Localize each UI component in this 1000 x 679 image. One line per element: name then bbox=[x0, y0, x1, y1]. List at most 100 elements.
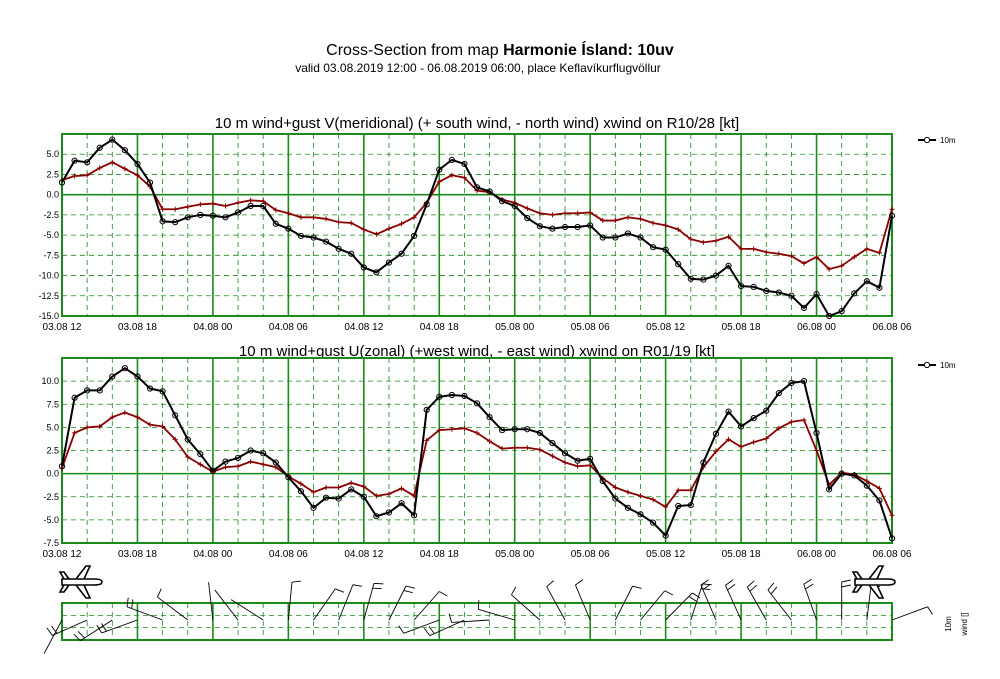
gust-data-point bbox=[524, 205, 530, 211]
figure-subtitle: valid 03.08.2019 12:00 - 06.08.2019 06:0… bbox=[295, 61, 661, 75]
panel-title: 10 m wind+gust U(zonal) (+west wind, - e… bbox=[239, 343, 715, 360]
x-tick-label: 05.08 18 bbox=[722, 322, 761, 333]
wind-barb-feather bbox=[398, 625, 405, 634]
wind-barb-feather bbox=[477, 600, 480, 610]
wind-data-point bbox=[549, 225, 556, 232]
wind-data-point bbox=[222, 458, 229, 465]
wind-data-point bbox=[109, 373, 116, 380]
gust-data-point bbox=[562, 210, 568, 216]
wind-barb-shaft bbox=[338, 584, 354, 621]
gust-data-point bbox=[436, 427, 442, 433]
wind-level-label: 10m bbox=[944, 616, 953, 632]
wind-data-point bbox=[800, 378, 808, 385]
wind-data-point bbox=[373, 513, 380, 520]
gust-data-point bbox=[889, 206, 895, 212]
y-tick-label: 5.0 bbox=[46, 149, 59, 159]
y-tick-label: -10.0 bbox=[38, 271, 59, 281]
wind-barb-feather bbox=[96, 624, 103, 634]
x-tick-label: 05.08 06 bbox=[571, 549, 610, 560]
wind-data-point bbox=[209, 467, 217, 474]
panel-title: 10 m wind+gust V(meridional) (+ south wi… bbox=[215, 115, 739, 132]
wind-barb-feather bbox=[692, 592, 701, 599]
gust-data-point bbox=[776, 251, 782, 257]
gust-data-point bbox=[122, 410, 128, 416]
wind-series-line bbox=[61, 366, 893, 539]
wind-data-point bbox=[473, 184, 481, 191]
gust-data-point bbox=[625, 214, 631, 220]
wind-barb-shaft bbox=[429, 619, 465, 637]
wind-barb-feather bbox=[51, 625, 58, 634]
gust-data-point bbox=[436, 179, 442, 185]
wind-data-point bbox=[71, 157, 78, 164]
gust-data-point bbox=[776, 425, 782, 431]
wind-barb-feather bbox=[46, 627, 53, 636]
wind-data-point bbox=[234, 209, 242, 216]
wind-data-point bbox=[285, 225, 292, 232]
wind-barb-feather bbox=[291, 580, 302, 583]
wind-barb-feather bbox=[335, 588, 344, 593]
wind-barb-feather bbox=[688, 596, 697, 602]
wind-barb-feather bbox=[101, 623, 107, 632]
gust-data-point bbox=[109, 414, 115, 420]
wind-data-point bbox=[473, 400, 481, 407]
wind-data-point bbox=[851, 290, 858, 297]
gust-data-point bbox=[524, 445, 530, 451]
y-tick-label: -2.5 bbox=[43, 492, 59, 502]
wind-data-point bbox=[612, 495, 619, 502]
x-tick-label: 03.08 18 bbox=[118, 322, 157, 333]
wind-data-point bbox=[587, 222, 594, 229]
gust-data-point bbox=[235, 200, 241, 206]
x-tick-label: 06.08 06 bbox=[873, 322, 912, 333]
y-tick-label: -12.5 bbox=[38, 291, 59, 301]
wind-barb-shaft bbox=[157, 596, 189, 621]
wind-data-point bbox=[511, 426, 518, 433]
wind-data-point bbox=[348, 486, 355, 493]
x-tick-label: 04.08 00 bbox=[193, 322, 232, 333]
gust-data-point bbox=[738, 444, 744, 450]
wind-data-point bbox=[285, 474, 292, 481]
wind-data-point bbox=[121, 147, 128, 154]
legend-label: 10m bbox=[940, 361, 956, 370]
wind-barb-feather bbox=[749, 584, 757, 592]
wind-data-point bbox=[687, 275, 694, 282]
gust-data-point bbox=[222, 464, 228, 470]
wind-barb-feather bbox=[575, 579, 584, 586]
x-tick-label: 06.08 00 bbox=[797, 322, 836, 333]
x-tick-label: 04.08 06 bbox=[269, 322, 308, 333]
wind-barb-shaft bbox=[313, 588, 336, 621]
wind-data-point bbox=[297, 232, 305, 240]
wind-data-point bbox=[71, 394, 78, 401]
wind-data-point bbox=[675, 502, 682, 510]
wind-data-point bbox=[260, 202, 267, 210]
gust-data-point bbox=[160, 423, 166, 429]
wind-data-point bbox=[121, 365, 128, 372]
gust-data-point bbox=[474, 430, 480, 436]
gust-data-point bbox=[876, 250, 882, 256]
wind-barb-feather bbox=[511, 586, 517, 596]
wind-barb-shaft bbox=[388, 585, 407, 621]
wind-data-point bbox=[96, 144, 103, 151]
wind-barb-feather bbox=[126, 597, 129, 607]
wind-data-point bbox=[448, 391, 455, 399]
wind-data-point bbox=[499, 198, 506, 205]
wind-data-point bbox=[863, 278, 870, 285]
gust-data-point bbox=[386, 226, 392, 232]
x-tick-label: 05.08 12 bbox=[646, 322, 685, 333]
wind-data-point bbox=[398, 500, 405, 507]
wind-barb-feather bbox=[747, 580, 755, 588]
gust-data-point bbox=[298, 214, 304, 220]
wind-data-point bbox=[876, 497, 883, 504]
y-tick-label: 10.0 bbox=[41, 376, 59, 386]
wind-barb-shaft bbox=[665, 592, 693, 621]
x-tick-label: 04.08 06 bbox=[269, 549, 308, 560]
wind-data-point bbox=[725, 262, 732, 269]
gust-data-point bbox=[637, 216, 643, 222]
gust-data-point bbox=[788, 253, 794, 259]
barb-plot-area bbox=[62, 603, 892, 640]
gust-data-point bbox=[84, 172, 90, 178]
gust-data-point bbox=[72, 430, 78, 436]
wind-data-point bbox=[700, 276, 707, 283]
wind-data-point bbox=[322, 494, 330, 501]
legend-marker bbox=[923, 361, 931, 369]
gust-data-point bbox=[487, 438, 493, 444]
